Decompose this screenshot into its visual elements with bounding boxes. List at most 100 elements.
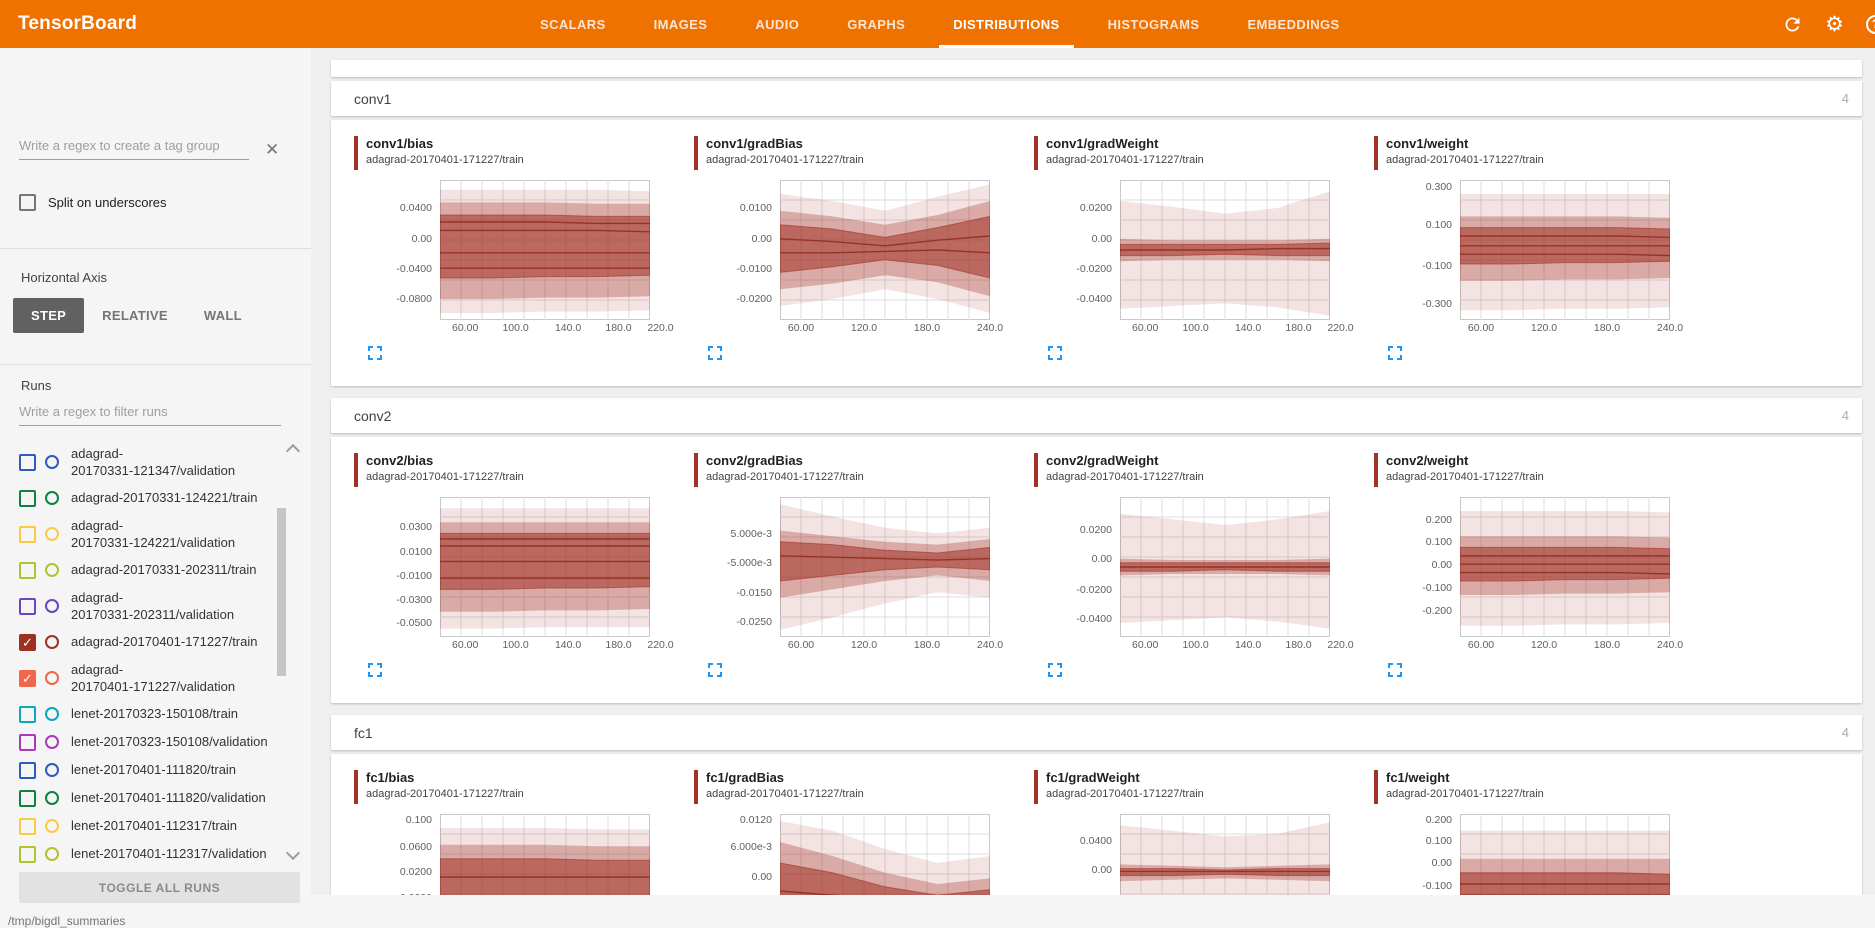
expand-chart-icon[interactable] [368, 346, 382, 360]
tab-graphs[interactable]: GRAPHS [847, 16, 906, 32]
y-axis-tick: 0.100 [1425, 835, 1452, 847]
run-item: lenet-20170401-111820/train [0, 756, 276, 784]
y-axis-tick: -0.0150 [736, 586, 772, 599]
axis-step-button[interactable]: STEP [13, 298, 85, 333]
run-name: adagrad- 20170401-171227/validation [71, 661, 236, 694]
run-color-bar [694, 453, 698, 487]
axis-relative-button[interactable]: RELATIVE [102, 308, 168, 323]
section-chart-count: 4 [1841, 725, 1849, 740]
x-axis-tick: 140.0 [554, 639, 582, 651]
chart-run-name: adagrad-20170401-171227/train [706, 471, 864, 484]
run-color-bar [354, 453, 358, 487]
x-axis-tick: 220.0 [1327, 322, 1354, 334]
tab-scalars[interactable]: SCALARS [540, 16, 606, 32]
section-header-conv2[interactable]: conv2 4 [331, 398, 1862, 433]
run-checkbox[interactable]: ✓ [19, 633, 36, 651]
run-radio[interactable] [45, 791, 59, 805]
split-on-underscores-row[interactable]: Split on underscores [19, 194, 167, 211]
run-checkbox[interactable] [19, 817, 36, 835]
run-checkbox[interactable]: ✓ [19, 669, 36, 687]
run-name: adagrad- 20170331-124221/validation [71, 517, 236, 550]
y-axis-tick: 0.0300 [399, 520, 432, 533]
run-radio[interactable] [45, 635, 59, 649]
chevron-down-icon[interactable] [285, 845, 301, 861]
run-radio[interactable] [45, 707, 59, 721]
help-icon[interactable]: ? [1866, 14, 1875, 34]
run-checkbox[interactable] [19, 453, 36, 471]
run-radio[interactable] [45, 819, 59, 833]
run-radio[interactable] [45, 735, 59, 749]
run-name: lenet-20170401-112317/validation [71, 846, 267, 862]
y-axis-tick: -0.0800 [396, 293, 432, 306]
x-axis-tick: 240.0 [976, 322, 1004, 334]
tab-audio[interactable]: AUDIO [755, 16, 800, 32]
x-axis-tick: 140.0 [1234, 639, 1262, 651]
axis-wall-button[interactable]: WALL [203, 308, 242, 323]
checkmark-icon: ✓ [22, 634, 33, 650]
expand-chart-icon[interactable] [1388, 346, 1402, 360]
run-radio[interactable] [45, 847, 59, 861]
previous-card-edge [331, 60, 1862, 77]
run-checkbox[interactable] [19, 845, 36, 863]
run-radio[interactable] [45, 671, 59, 685]
distribution-plot [440, 180, 650, 320]
run-name: lenet-20170323-150108/validation [71, 734, 268, 750]
tab-histograms[interactable]: HISTOGRAMS [1107, 16, 1200, 32]
expand-chart-icon[interactable] [1048, 663, 1062, 677]
distribution-plot [1460, 180, 1670, 320]
run-color-bar [1034, 453, 1038, 487]
tab-images[interactable]: IMAGES [653, 16, 708, 32]
y-axis-tick: -0.0250 [736, 616, 772, 628]
run-radio[interactable] [45, 599, 59, 613]
x-axis-tick: 60.00 [1467, 639, 1495, 651]
run-item: lenet-20170323-150108/validation [0, 728, 276, 756]
run-radio[interactable] [45, 527, 59, 541]
x-axis-tick: 240.0 [976, 639, 1004, 651]
expand-chart-icon[interactable] [1048, 346, 1062, 360]
split-checkbox[interactable] [19, 194, 36, 211]
expand-chart-icon[interactable] [708, 663, 722, 677]
run-checkbox[interactable] [19, 789, 36, 807]
run-name: lenet-20170323-150108/train [71, 706, 238, 722]
gear-icon[interactable]: ⚙ [1825, 12, 1844, 36]
expand-chart-icon[interactable] [368, 663, 382, 677]
close-icon[interactable]: ✕ [265, 140, 280, 159]
run-radio[interactable] [45, 491, 59, 505]
chart-run-name: adagrad-20170401-171227/train [366, 154, 524, 167]
run-checkbox[interactable] [19, 705, 36, 723]
run-checkbox[interactable] [19, 733, 36, 751]
chevron-up-icon[interactable] [285, 443, 301, 459]
run-color-bar [1034, 136, 1038, 170]
run-radio[interactable] [45, 455, 59, 469]
x-axis-tick: 60.00 [1467, 322, 1495, 334]
run-checkbox[interactable] [19, 489, 36, 507]
run-radio[interactable] [45, 763, 59, 777]
chart-run-name: adagrad-20170401-171227/train [706, 154, 864, 167]
run-checkbox[interactable] [19, 561, 36, 579]
checkmark-icon: ✓ [22, 670, 33, 686]
refresh-icon[interactable] [1782, 14, 1803, 35]
chart-run-name: adagrad-20170401-171227/train [1386, 154, 1544, 167]
x-axis-tick: 100.0 [502, 639, 529, 651]
y-axis-tick: 0.0100 [739, 202, 772, 215]
distribution-plot [780, 180, 990, 320]
expand-chart-icon[interactable] [708, 346, 722, 360]
section-header-fc1[interactable]: fc1 4 [331, 715, 1862, 750]
runs-filter-input[interactable] [19, 400, 281, 426]
y-axis-tick: 0.100 [1425, 536, 1452, 549]
y-axis-tick: 0.100 [1425, 219, 1452, 232]
run-checkbox[interactable] [19, 597, 36, 615]
run-checkbox[interactable] [19, 525, 36, 543]
expand-chart-icon[interactable] [1388, 663, 1402, 677]
y-axis-tick: 0.00 [411, 233, 432, 246]
tab-embeddings[interactable]: EMBEDDINGS [1247, 16, 1340, 32]
run-checkbox[interactable] [19, 761, 36, 779]
runs-scrollbar[interactable] [277, 508, 286, 676]
tab-distributions[interactable]: DISTRIBUTIONS [939, 0, 1074, 48]
section-header-conv1[interactable]: conv1 4 [331, 81, 1862, 116]
distribution-plot [1120, 497, 1330, 637]
toggle-all-runs-button[interactable]: TOGGLE ALL RUNS [19, 872, 300, 903]
run-radio[interactable] [45, 563, 59, 577]
horizontal-axis-buttons: STEP RELATIVE WALL [13, 298, 260, 333]
tag-group-regex-input[interactable] [19, 134, 249, 160]
